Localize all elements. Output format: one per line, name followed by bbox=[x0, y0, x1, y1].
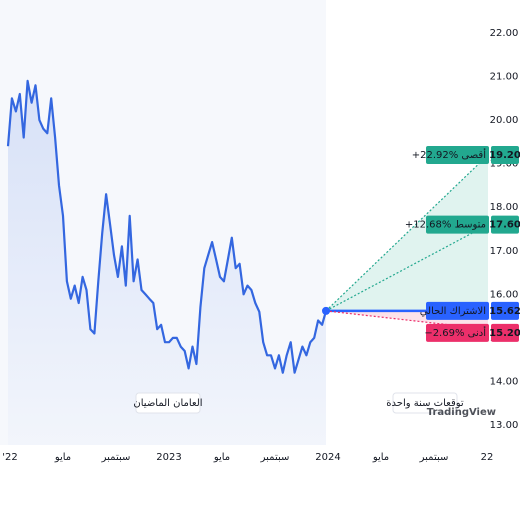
tag-box bbox=[426, 323, 489, 342]
forecast-tag: −2.69% أدنى bbox=[424, 323, 489, 342]
y-tick-label: 13.00 bbox=[490, 420, 519, 431]
x-tick-label: 2024 bbox=[315, 452, 340, 463]
forecast-line bbox=[325, 310, 489, 330]
y-tick-label: 20.00 bbox=[490, 115, 519, 126]
forecast-tag: +12.68% متوسط bbox=[405, 215, 489, 234]
value-box bbox=[491, 323, 519, 342]
current-point bbox=[322, 306, 330, 315]
forecast-tag: الاشتراك الحالي bbox=[420, 301, 489, 320]
value-label: 17.60 bbox=[489, 220, 520, 231]
logo: TradingView bbox=[427, 407, 496, 418]
x-tick-label: سبتمبر bbox=[260, 452, 290, 463]
x-tick-label: مايو bbox=[372, 452, 389, 463]
y-tick-label: 18.00 bbox=[490, 202, 519, 213]
forecast-tag-label: +22.92% أقصى bbox=[412, 148, 486, 161]
value-box bbox=[491, 145, 519, 164]
forecast-line bbox=[325, 154, 489, 312]
y-tick-label: 21.00 bbox=[490, 72, 519, 83]
x-tick-label: مايو bbox=[213, 452, 230, 463]
x-tick-label: 22 bbox=[481, 452, 494, 463]
value-box bbox=[491, 301, 519, 320]
forecast-tag: +22.92% أقصى bbox=[412, 145, 489, 164]
x-tick-label: سبتمبر bbox=[101, 452, 131, 463]
value-label: 15.62 bbox=[489, 306, 520, 317]
tag-box bbox=[426, 301, 489, 320]
x-tick-label: مايو bbox=[54, 452, 71, 463]
forecast-tag-label: الاشتراك الحالي bbox=[420, 306, 486, 317]
forecast-line bbox=[325, 224, 489, 312]
value-label: 19.20 bbox=[489, 150, 520, 161]
price-line bbox=[6, 79, 328, 374]
y-tick-label: 14.00 bbox=[490, 376, 519, 387]
x-tick-label: '22 bbox=[2, 452, 17, 463]
tag-box bbox=[426, 145, 489, 164]
forecast-tag-label: −2.69% أدنى bbox=[424, 326, 486, 339]
x-tick-label: 2023 bbox=[156, 452, 181, 463]
forecast-tag-label: +12.68% متوسط bbox=[405, 220, 486, 231]
x-tick-label: سبتمبر bbox=[419, 452, 449, 463]
value-box bbox=[491, 215, 519, 234]
annotation: العامان الماضيان bbox=[133, 398, 202, 409]
tag-box bbox=[426, 215, 489, 234]
value-label: 15.20 bbox=[489, 328, 520, 339]
annotation-box bbox=[392, 392, 458, 414]
y-tick-label: 17.00 bbox=[490, 246, 519, 257]
y-tick-label: 22.00 bbox=[490, 28, 519, 39]
annotation-box bbox=[135, 392, 201, 414]
y-tick-label: 16.00 bbox=[490, 289, 519, 300]
history-area bbox=[8, 80, 326, 446]
y-tick-label: 19.00 bbox=[490, 159, 519, 170]
annotation: توقعات سنة واحدة bbox=[386, 398, 464, 409]
